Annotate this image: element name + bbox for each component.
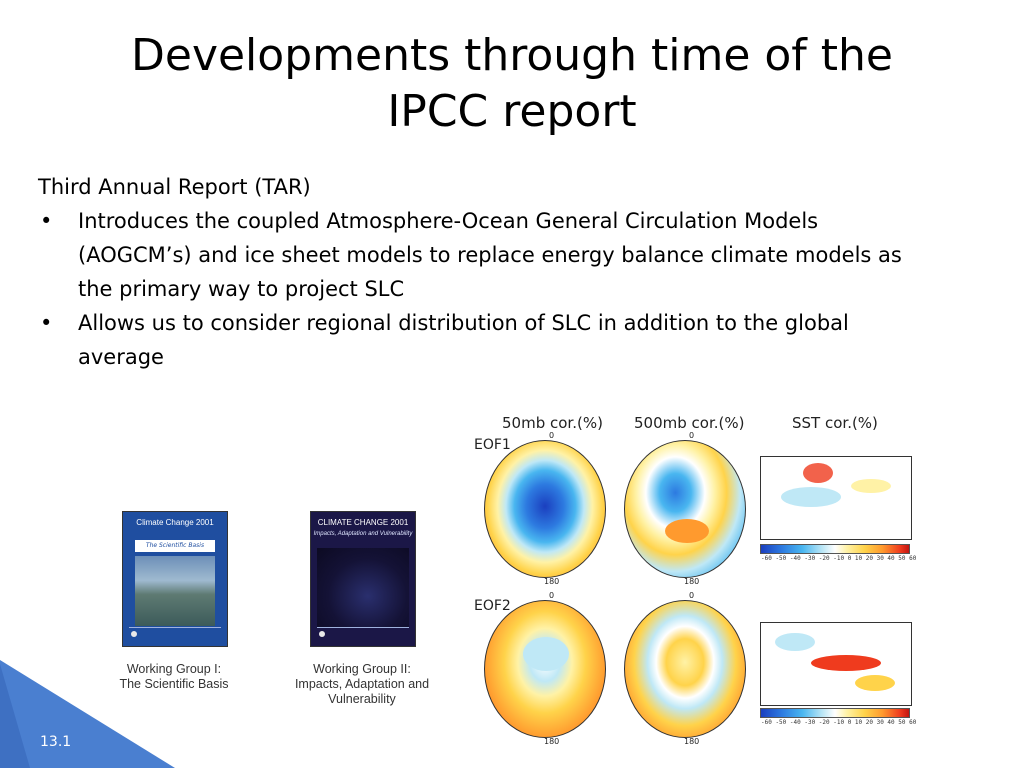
caption-line: Vulnerability <box>328 692 396 706</box>
report-cover-wg2: CLIMATE CHANGE 2001 Impacts, Adaptation … <box>310 511 416 647</box>
ipcc-logo-icon <box>319 631 325 637</box>
slide-title: Developments through time of the IPCC re… <box>0 28 1024 140</box>
eof1-sst-colorbar <box>760 544 910 554</box>
bullet-item-1: • Introduces the coupled Atmosphere-Ocea… <box>38 204 998 306</box>
sst-mild-region <box>851 479 891 493</box>
eof1-colorbar-ticks: -60 -50 -40 -30 -20 -10 0 10 20 30 40 50… <box>761 555 917 562</box>
eof2-500mb-polar-map <box>624 600 746 738</box>
sst-mild-region <box>855 675 895 691</box>
cover-photo <box>317 548 409 628</box>
caption-line: Working Group I: <box>126 662 222 676</box>
eof1-500mb-tick-top: 0 <box>689 431 695 440</box>
cover-band <box>135 540 215 552</box>
eof1-50mb-tick-bottom: 180 <box>544 577 560 586</box>
cover-caption-wg2: Working Group II: Impacts, Adaptation an… <box>282 662 442 707</box>
cover-footer <box>317 627 409 640</box>
cover-subtitle: The Scientific Basis <box>145 542 205 549</box>
cover-caption-wg1: Working Group I: The Scientific Basis <box>98 662 250 692</box>
bullet-1-line-1: Introduces the coupled Atmosphere-Ocean … <box>78 209 819 233</box>
figure-col-title-500mb: 500mb cor.(%) <box>634 414 745 432</box>
figure-row-label-eof2: EOF2 <box>474 598 511 614</box>
eof1-500mb-tick-bottom: 180 <box>684 577 700 586</box>
figure-row-label-eof1: EOF1 <box>474 437 511 453</box>
eof2-sst-map <box>760 622 912 706</box>
cover-title: CLIMATE CHANGE 2001 <box>317 518 409 527</box>
cover-photo <box>135 556 215 626</box>
cover-title: Climate Change 2001 <box>136 518 214 527</box>
slide-number: 13.1 <box>40 734 72 750</box>
caption-line: Working Group II: <box>313 662 411 676</box>
eof2-colorbar-ticks: -60 -50 -40 -30 -20 -10 0 10 20 30 40 50… <box>761 719 917 726</box>
title-line-1: Developments through time of the <box>131 30 893 81</box>
eof1-50mb-polar-map <box>484 440 606 578</box>
eof2-50mb-tick-bottom: 180 <box>544 737 560 746</box>
bullet-1-line-3: the primary way to project SLC <box>78 277 405 301</box>
bullet-list: • Introduces the coupled Atmosphere-Ocea… <box>38 204 998 374</box>
eof1-500mb-polar-map <box>624 440 746 578</box>
eof2-500mb-tick-bottom: 180 <box>684 737 700 746</box>
sst-cool-region <box>775 633 815 651</box>
corner-shade <box>0 664 30 768</box>
ipcc-logo-icon <box>131 631 137 637</box>
title-line-2: IPCC report <box>387 86 637 137</box>
positive-anomaly-region <box>665 519 709 543</box>
cover-subtitle: Impacts, Adaptation and Vulnerability <box>313 531 413 537</box>
sst-cool-region <box>781 487 841 507</box>
bullet-item-2: • Allows us to consider regional distrib… <box>38 306 998 374</box>
caption-line: Impacts, Adaptation and <box>294 677 430 691</box>
figure-col-title-50mb: 50mb cor.(%) <box>502 414 603 432</box>
subheading: Third Annual Report (TAR) <box>38 175 311 199</box>
eof2-500mb-tick-top: 0 <box>689 591 695 600</box>
bullet-1-line-2: (AOGCM’s) and ice sheet models to replac… <box>78 243 902 267</box>
sst-warm-region <box>811 655 881 671</box>
negative-anomaly-region <box>523 637 569 671</box>
bullet-marker: • <box>40 311 53 335</box>
eof2-50mb-polar-map <box>484 600 606 738</box>
figure-col-title-sst: SST cor.(%) <box>792 414 878 432</box>
caption-line: The Scientific Basis <box>119 677 229 691</box>
bullet-marker: • <box>40 209 53 233</box>
sst-warm-region <box>803 463 833 483</box>
bullet-2-line-2: average <box>78 345 164 369</box>
slide-body: Third Annual Report (TAR) • Introduces t… <box>38 170 998 374</box>
eof1-50mb-tick-top: 0 <box>549 431 555 440</box>
report-cover-wg1: Climate Change 2001 The Scientific Basis <box>122 511 228 647</box>
bullet-2-line-1: Allows us to consider regional distribut… <box>78 311 849 335</box>
cover-footer <box>129 627 221 640</box>
eof1-sst-map <box>760 456 912 540</box>
eof2-50mb-tick-top: 0 <box>549 591 555 600</box>
eof2-sst-colorbar <box>760 708 910 718</box>
